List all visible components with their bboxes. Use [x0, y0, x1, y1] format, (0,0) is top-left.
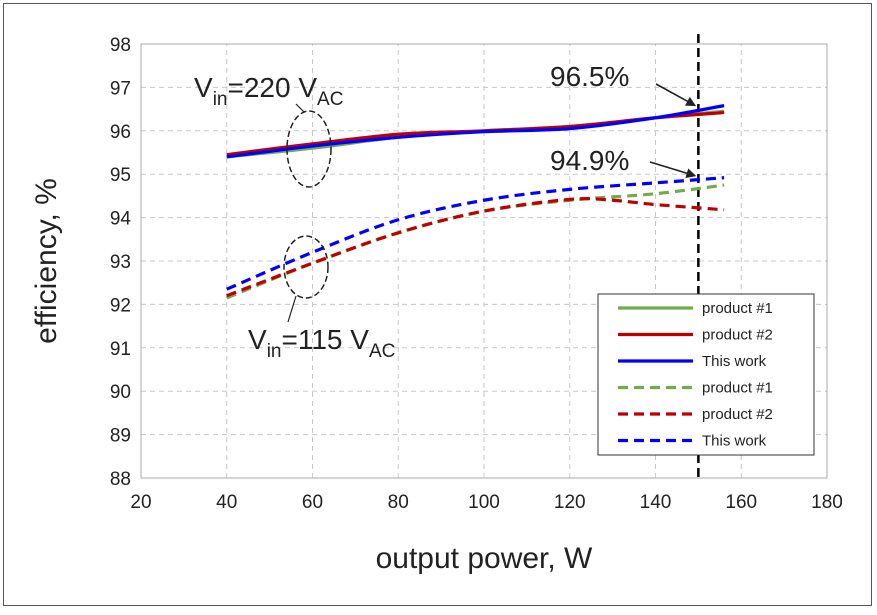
legend-label: product #1 — [702, 380, 773, 397]
group-ellipse-115 — [283, 235, 329, 299]
y-tick-labels: 88 89 90 91 92 93 94 95 96 97 98 — [110, 35, 132, 490]
x-axis-title: output power, W — [376, 542, 593, 575]
y-tick-label: 88 — [110, 469, 131, 490]
x-tick-label: 80 — [388, 492, 409, 513]
y-tick-label: 91 — [110, 339, 131, 360]
peak-arrow-220 — [655, 83, 697, 107]
ellipse-115-leader — [287, 295, 297, 323]
group-ellipse-220 — [286, 110, 332, 188]
legend-label: product #1 — [702, 300, 773, 317]
legend-label: This work — [702, 433, 767, 450]
x-tick-label: 120 — [554, 492, 586, 513]
annotation-vin-115: Vin=115 VAC — [248, 324, 395, 362]
x-tick-label: 160 — [725, 492, 757, 513]
peak-label-115: 94.9% — [550, 145, 629, 176]
legend: product #1 product #2 This work product #1 p… — [597, 293, 815, 456]
ellipse-220-leader — [295, 103, 305, 113]
annotation-vin-115-sub-in: in — [267, 341, 282, 362]
annotation-vin-220-pre: V — [194, 72, 213, 103]
y-tick-label: 96 — [110, 122, 131, 143]
annotation-vin-115-sub-ac: AC — [369, 341, 395, 362]
y-tick-label: 94 — [110, 209, 132, 230]
annotation-vin-220-mid: =220 V — [227, 72, 317, 103]
y-tick-label: 98 — [110, 35, 131, 56]
legend-label: This work — [702, 353, 767, 370]
peak-label-220: 96.5% — [550, 61, 629, 92]
legend-label: product #2 — [702, 327, 773, 344]
series-line-115-product-2 — [226, 197, 725, 298]
y-tick-label: 89 — [110, 426, 131, 447]
legend-label: product #2 — [702, 406, 773, 423]
y-tick-label: 97 — [110, 78, 131, 99]
y-tick-label: 90 — [110, 382, 131, 403]
x-tick-label: 20 — [130, 492, 151, 513]
x-tick-label: 100 — [468, 492, 500, 513]
y-tick-label: 93 — [110, 252, 131, 273]
annotation-vin-115-mid: =115 V — [281, 324, 369, 355]
x-tick-label: 40 — [216, 492, 237, 513]
annotation-vin-220-sub-ac: AC — [317, 89, 343, 110]
plot-area — [140, 43, 828, 479]
x-tick-label: 140 — [640, 492, 672, 513]
series-group — [226, 104, 725, 300]
series-line-220-this-work — [226, 104, 725, 159]
y-axis-title: efficiency, % — [30, 178, 63, 344]
x-tick-label: 60 — [302, 492, 323, 513]
x-tick-label: 180 — [811, 492, 843, 513]
series-line-115-this-work — [226, 176, 725, 291]
y-tick-label: 92 — [110, 295, 131, 316]
annotation-vin-220: Vin=220 VAC — [194, 72, 343, 110]
efficiency-chart: 20 40 60 80 100 120 140 160 180 88 89 90 91 92 93 94 95… — [30, 34, 843, 575]
figure-frame: 20 40 60 80 100 120 140 160 180 88 89 90 91 92 93 94 95… — [3, 3, 872, 606]
peak-arrow-115 — [649, 161, 697, 178]
x-tick-labels: 20 40 60 80 100 120 140 160 180 — [130, 492, 842, 513]
legend-box — [597, 293, 815, 456]
y-tick-label: 95 — [110, 165, 131, 186]
annotation-vin-220-sub-in: in — [213, 89, 228, 110]
plot-border — [140, 43, 828, 479]
annotation-vin-115-pre: V — [248, 324, 267, 355]
